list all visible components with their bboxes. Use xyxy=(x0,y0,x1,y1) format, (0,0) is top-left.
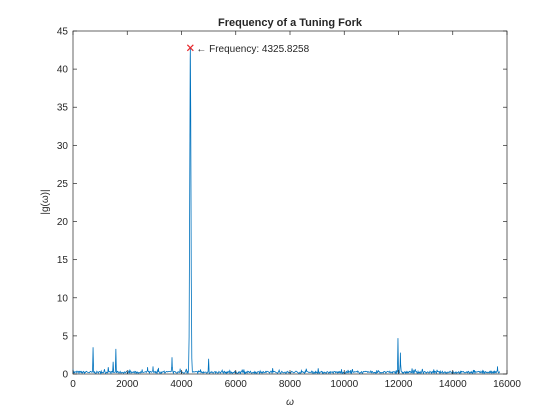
x-tick-label: 8000 xyxy=(279,379,302,390)
x-tick-label: 10000 xyxy=(330,379,358,390)
y-tick-label: 10 xyxy=(57,293,69,304)
y-tick-label: 15 xyxy=(57,255,69,266)
axes-box xyxy=(72,30,508,375)
y-tick-label: 40 xyxy=(57,65,69,76)
y-tick-label: 5 xyxy=(62,331,68,342)
x-axis-label: ω xyxy=(286,397,294,408)
x-tick-label: 6000 xyxy=(225,379,248,390)
peak-marker-stroke xyxy=(186,44,194,52)
peak-annotation: ← Frequency: 4325.8258 xyxy=(196,44,309,55)
y-tick-label: 25 xyxy=(57,179,69,190)
y-axis-label: |g(ω)| xyxy=(40,189,51,214)
plot-area: 0 2000 4000 6000 8000 10000 12000 14000 16000 0 5 1… xyxy=(57,27,521,391)
x-tick-label: 16000 xyxy=(493,379,521,390)
y-tick-label: 20 xyxy=(57,217,69,228)
chart-title: Frequency of a Tuning Fork xyxy=(218,17,363,29)
y-tick-label: 0 xyxy=(62,370,68,381)
x-tick-label: 4000 xyxy=(170,379,193,390)
x-tick-label: 2000 xyxy=(116,379,139,390)
peak-marker-group xyxy=(186,44,194,52)
spectrum-line xyxy=(72,47,501,375)
ticks-group: 0 2000 4000 6000 8000 10000 12000 14000 16000 0 5 1… xyxy=(57,27,521,391)
y-tick-label: 30 xyxy=(57,141,69,152)
x-tick-label: 0 xyxy=(70,379,76,390)
x-tick-label: 12000 xyxy=(385,379,413,390)
series-group xyxy=(72,47,501,375)
y-tick-label: 35 xyxy=(57,103,69,114)
x-tick-label: 14000 xyxy=(439,379,467,390)
y-tick-label: 45 xyxy=(57,27,69,38)
